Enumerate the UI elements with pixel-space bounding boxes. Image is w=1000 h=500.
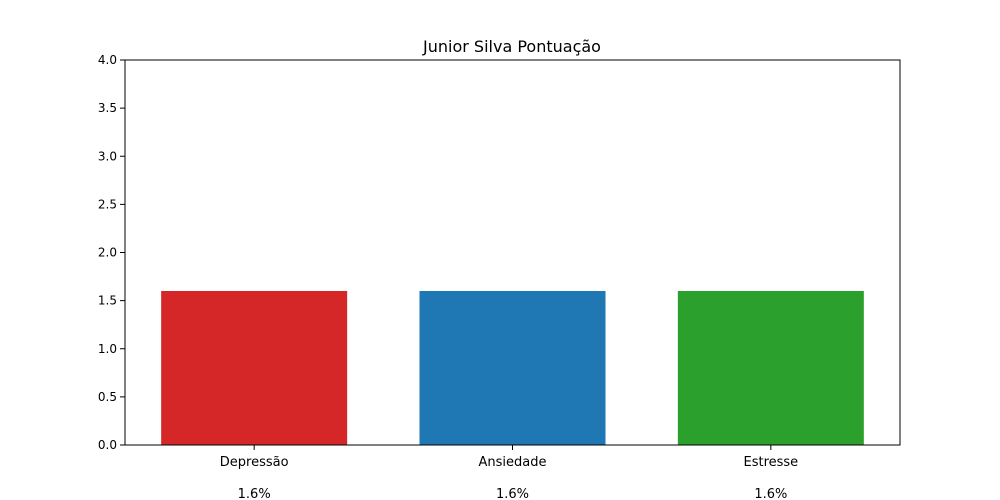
y-tick-label: 1.5 bbox=[98, 294, 117, 308]
data-label: 1.6% bbox=[238, 487, 271, 500]
bars-group bbox=[161, 291, 864, 445]
x-tick-label: Estresse bbox=[743, 455, 798, 470]
y-tick-label: 1.0 bbox=[98, 342, 117, 356]
data-label: 1.6% bbox=[754, 487, 787, 500]
value-labels-group: 1.6% 1.6% 1.6% bbox=[238, 487, 788, 500]
y-tick-label: 3.5 bbox=[98, 101, 117, 115]
y-tick-label: 3.0 bbox=[98, 149, 117, 163]
x-tick-label: Depressão bbox=[220, 455, 289, 470]
bar-1 bbox=[419, 291, 606, 445]
y-tick-label: 2.0 bbox=[98, 246, 117, 260]
x-axis: Depressão Ansiedade Estresse bbox=[220, 445, 798, 470]
y-tick-label: 2.5 bbox=[98, 197, 117, 211]
chart-title: Junior Silva Pontuação bbox=[422, 37, 601, 56]
x-tick-label: Ansiedade bbox=[479, 455, 547, 470]
y-tick-label: 0.5 bbox=[98, 390, 117, 404]
y-axis: 0.0 0.5 1.0 1.5 2.0 2.5 3.0 3.5 4.0 bbox=[98, 53, 125, 452]
bar-0 bbox=[161, 291, 348, 445]
data-label: 1.6% bbox=[496, 487, 529, 500]
y-tick-label: 4.0 bbox=[98, 53, 117, 67]
plot-frame bbox=[124, 59, 901, 446]
bar-2 bbox=[677, 291, 864, 445]
y-tick-label: 0.0 bbox=[98, 438, 117, 452]
